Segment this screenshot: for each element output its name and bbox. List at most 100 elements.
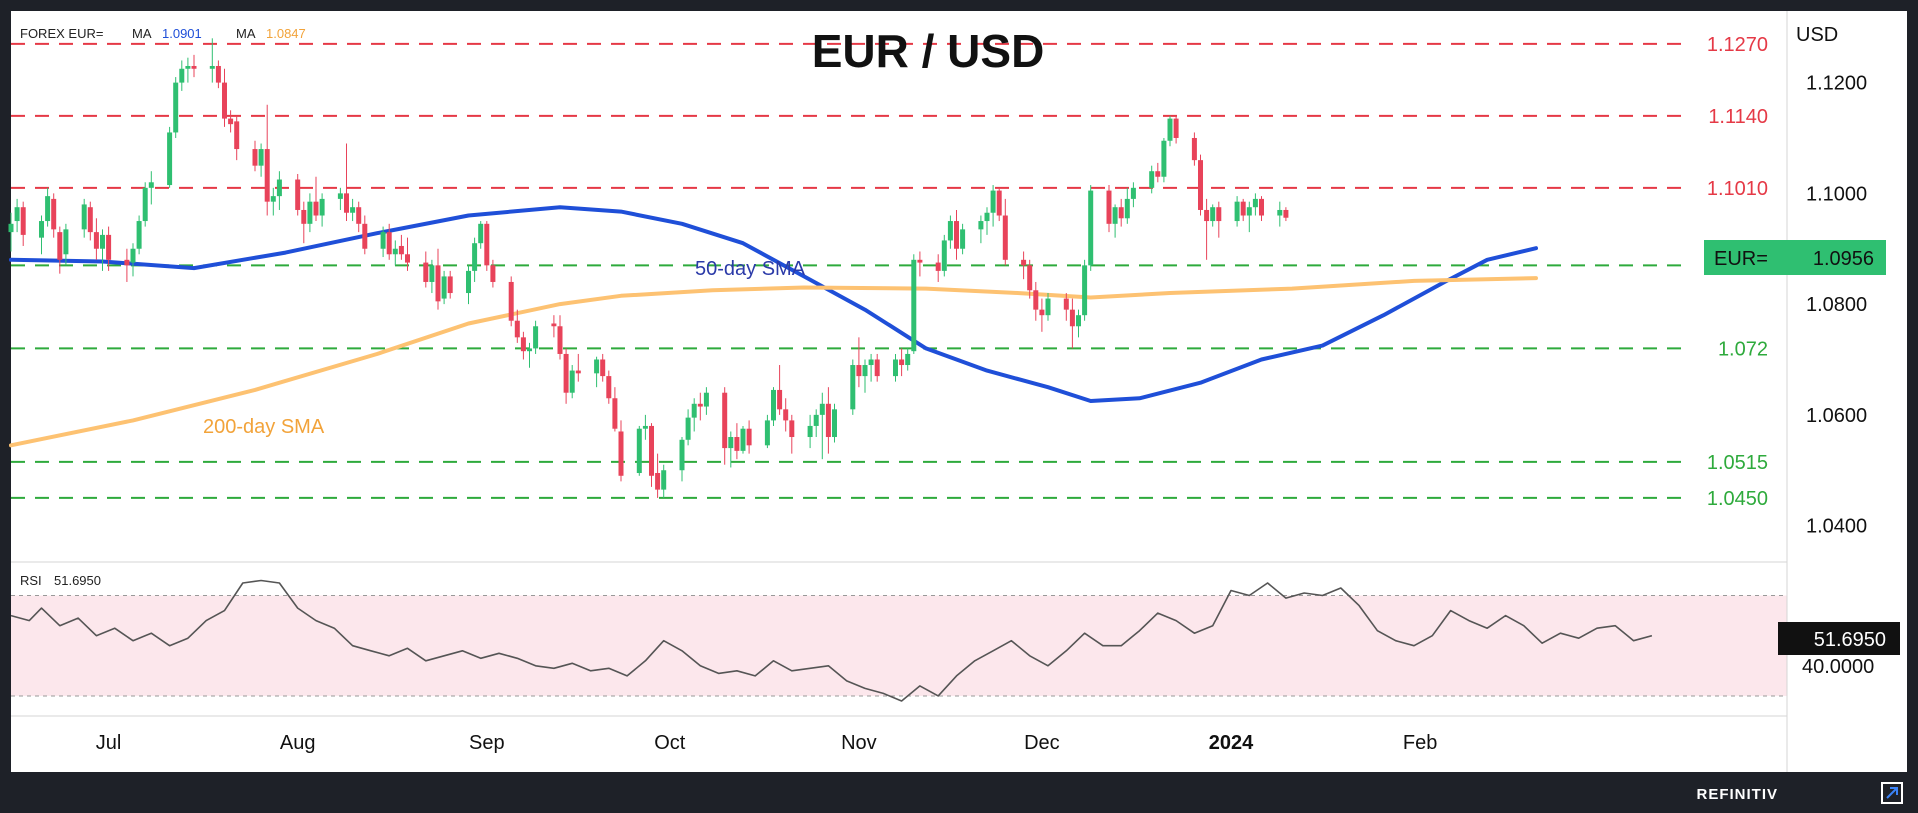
candle: [740, 425, 746, 454]
candle-body: [1277, 209, 1283, 216]
candle: [941, 234, 947, 277]
last-price-symbol: EUR=: [1714, 248, 1768, 270]
candle-body: [1063, 298, 1069, 310]
candle-body: [148, 182, 154, 188]
candle-body: [740, 428, 746, 451]
candle: [392, 240, 398, 266]
candle-body: [258, 149, 264, 166]
candle-body: [1161, 140, 1167, 177]
candle-body: [618, 431, 624, 476]
candle: [862, 359, 868, 393]
candle: [136, 215, 142, 255]
candle: [1240, 198, 1246, 222]
candle-body: [850, 365, 856, 410]
candle-body: [1088, 190, 1094, 266]
candle-body: [222, 82, 227, 119]
candle-body: [1082, 265, 1088, 316]
sma200-label: 200-day SMA: [203, 416, 325, 438]
candle-body: [362, 223, 368, 249]
candle-body: [764, 420, 770, 446]
candle-body: [441, 276, 447, 299]
x-axis: Jul Aug Sep Oct Nov Dec 2024 Feb: [96, 732, 1438, 754]
candle-body: [1106, 190, 1112, 224]
candle-body: [685, 417, 691, 440]
candle: [899, 348, 905, 377]
candle-body: [209, 65, 215, 69]
candle: [270, 187, 276, 216]
candle: [856, 337, 862, 388]
candle-body: [130, 248, 136, 263]
candle-body: [264, 149, 270, 202]
candle: [612, 387, 618, 432]
candle: [649, 423, 654, 487]
candle-body: [569, 370, 575, 393]
candle: [527, 342, 532, 368]
candle: [45, 187, 51, 227]
candle: [295, 173, 301, 216]
candle: [874, 353, 880, 382]
candle: [148, 171, 154, 205]
candle: [386, 223, 392, 260]
candle-body: [856, 365, 862, 377]
candle-body: [899, 359, 905, 366]
candle: [142, 182, 148, 227]
candle-body: [185, 65, 191, 69]
candle-body: [563, 353, 569, 393]
candle-body: [789, 420, 795, 438]
candle-body: [490, 265, 496, 282]
candle-body: [1039, 309, 1045, 316]
candle: [447, 270, 453, 299]
candle: [777, 365, 783, 415]
candle-body: [874, 359, 880, 377]
candle: [1210, 204, 1216, 227]
candle: [356, 201, 362, 233]
candle-body: [93, 232, 99, 249]
candle-body: [978, 221, 984, 230]
candle-body: [575, 370, 581, 374]
candle-body: [8, 223, 14, 233]
candle: [905, 348, 911, 371]
candle: [81, 198, 87, 238]
candle: [1021, 251, 1027, 280]
candle-body: [1124, 198, 1130, 219]
candle-body: [1027, 265, 1033, 291]
candle-body: [1118, 207, 1124, 219]
candle: [1069, 298, 1075, 349]
candle: [807, 414, 813, 449]
candle: [691, 398, 697, 432]
candle-body: [661, 470, 667, 490]
ma2-label: MA: [236, 26, 256, 41]
candle-body: [405, 254, 410, 263]
y-tick-label: 1.1200: [1806, 73, 1867, 95]
candle-body: [825, 403, 831, 438]
candle: [93, 218, 99, 260]
y-tick-label: 1.1000: [1806, 183, 1867, 205]
candle: [789, 414, 795, 454]
candle-body: [636, 428, 642, 474]
brand-logo-icon: [1881, 782, 1903, 804]
y-tick-label: 1.0800: [1806, 294, 1867, 316]
candle: [1002, 198, 1008, 266]
candle: [508, 276, 514, 327]
candle: [764, 414, 770, 449]
candle-body: [319, 198, 325, 216]
candle-body: [136, 221, 142, 249]
x-tick-label: Aug: [280, 732, 316, 754]
candle: [228, 110, 234, 133]
candle: [606, 370, 612, 404]
candle: [100, 229, 105, 271]
candle: [14, 198, 20, 233]
candle: [954, 209, 959, 260]
candle: [435, 248, 441, 310]
candle: [1204, 198, 1210, 260]
candle-body: [1033, 290, 1039, 310]
candle-body: [917, 259, 923, 263]
candle-body: [63, 229, 69, 255]
candle-body: [167, 132, 173, 186]
candle-body: [1234, 201, 1240, 222]
rsi-layer: [10, 579, 1653, 702]
candle: [313, 176, 319, 222]
candle: [868, 353, 874, 382]
last-price-badge: [1704, 240, 1886, 275]
